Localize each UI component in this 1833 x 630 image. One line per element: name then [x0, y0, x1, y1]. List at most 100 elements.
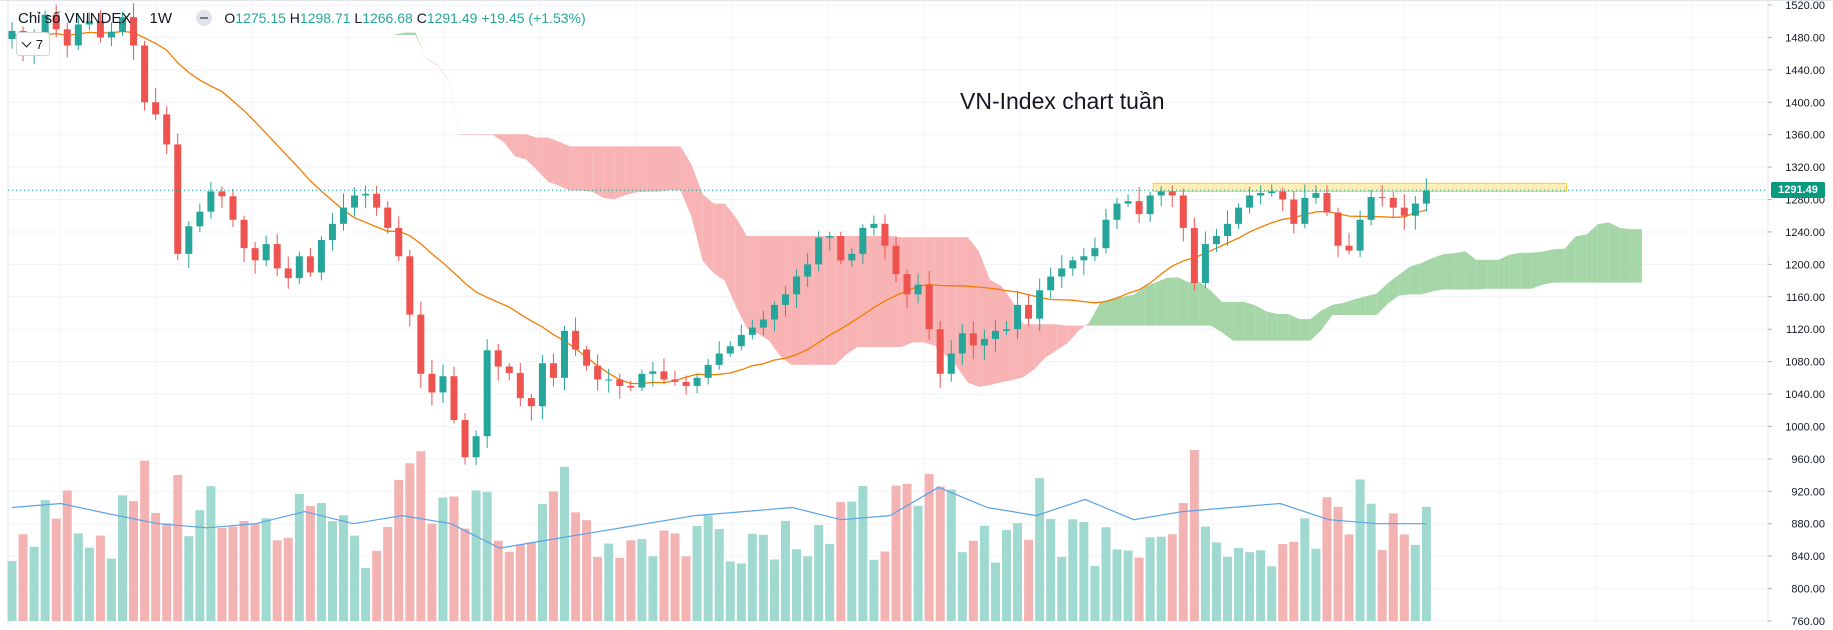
chart-annotation[interactable]: VN-Index chart tuần: [960, 88, 1165, 114]
cloud-segment: [1597, 222, 1609, 283]
volume-bars: [7, 449, 1431, 621]
cloud-segment: [315, 35, 327, 44]
candle: [450, 366, 458, 424]
candle-body: [914, 284, 922, 295]
volume-bar: [968, 540, 978, 621]
candle: [1422, 178, 1430, 212]
candle: [1257, 185, 1265, 205]
candle-body: [1201, 244, 1209, 284]
volume-bar: [1134, 557, 1144, 621]
volume-bar: [361, 568, 371, 621]
volume-bar: [902, 483, 912, 621]
volume-bar: [637, 539, 647, 621]
candle: [1135, 187, 1143, 224]
indicators-collapse-button[interactable]: 7: [16, 32, 50, 56]
volume-bar: [140, 460, 150, 621]
volume-bar: [162, 523, 172, 621]
volume-bar: [758, 534, 768, 621]
candle: [914, 273, 922, 304]
volume-bar: [250, 523, 260, 621]
candle-body: [516, 372, 524, 399]
cloud-segment: [1619, 227, 1631, 283]
cloud-segment: [846, 236, 858, 355]
cloud-segment: [481, 134, 493, 135]
candle-body: [704, 364, 712, 378]
candle-body: [804, 264, 812, 277]
cloud-segment: [769, 236, 780, 356]
volume-bar: [1211, 542, 1221, 621]
cloud-segment: [1122, 294, 1134, 326]
low-value: 1266.68: [362, 10, 413, 26]
volume-bar: [703, 515, 713, 621]
candle: [638, 369, 646, 392]
volume-bar: [1322, 497, 1332, 621]
cloud-segment: [1443, 253, 1455, 290]
axis-tick-label: 1240.00: [1785, 227, 1825, 239]
candle-body: [130, 17, 138, 46]
volume-bar: [1200, 526, 1210, 621]
candle: [1058, 255, 1066, 288]
high-value: 1298.71: [299, 10, 351, 26]
candle-body: [892, 245, 900, 275]
candle: [870, 215, 878, 236]
candle-body: [63, 29, 71, 46]
candle: [793, 269, 801, 309]
candle-body: [627, 385, 635, 388]
volume-bar: [416, 451, 426, 621]
volume-bar: [1410, 544, 1420, 621]
volume-bar: [714, 529, 724, 621]
candle-body: [96, 21, 104, 38]
candle: [1235, 203, 1243, 229]
candle: [925, 271, 933, 341]
ohlc-values: O1275.15 H1298.71 L1266.68 C1291.49 +19.…: [224, 10, 585, 26]
candle: [892, 236, 900, 283]
cloud-segment: [1144, 282, 1156, 326]
candle-body: [1345, 245, 1353, 251]
volume-bar: [626, 540, 636, 621]
cloud-segment: [868, 236, 880, 347]
candle: [63, 22, 71, 58]
candle-body: [1025, 304, 1033, 319]
timeframe-label[interactable]: 1W: [149, 10, 173, 27]
candle-body: [837, 236, 845, 261]
cloud-segment: [548, 137, 559, 186]
volume-bar: [327, 521, 337, 621]
candle: [1025, 294, 1033, 327]
cloud-segment: [393, 32, 405, 35]
cloud-segment: [1155, 277, 1167, 326]
volume-bar: [537, 504, 547, 621]
candle: [1367, 189, 1375, 226]
volume-bar: [106, 558, 116, 621]
volume-bar: [482, 491, 492, 621]
candle: [903, 269, 911, 308]
volume-bar: [725, 561, 735, 621]
cloud-segment: [647, 146, 659, 192]
volume-bar: [571, 512, 581, 621]
candle-body: [317, 240, 325, 273]
candle-body: [340, 207, 347, 224]
candle-body: [782, 294, 789, 305]
candle: [1312, 185, 1320, 204]
candle: [881, 214, 889, 260]
candle-body: [450, 376, 458, 420]
candle-body: [1257, 193, 1265, 196]
candle: [649, 362, 657, 387]
cloud-segment: [570, 146, 582, 191]
volume-bar: [1377, 550, 1387, 621]
volume-bar: [449, 496, 459, 621]
cloud-segment: [1310, 310, 1322, 341]
candle-body: [1135, 201, 1143, 215]
candle: [1168, 185, 1176, 208]
candle: [936, 320, 944, 389]
candle: [1334, 207, 1342, 258]
candle: [759, 310, 767, 336]
symbol-name[interactable]: Chỉ số VNINDEX: [18, 10, 132, 27]
visibility-icon[interactable]: [196, 10, 213, 26]
volume-bar: [582, 520, 592, 621]
candle-body: [1411, 203, 1419, 216]
candle-body: [903, 274, 911, 295]
cloud-segment: [934, 237, 946, 356]
cloud-segment: [1332, 302, 1344, 315]
